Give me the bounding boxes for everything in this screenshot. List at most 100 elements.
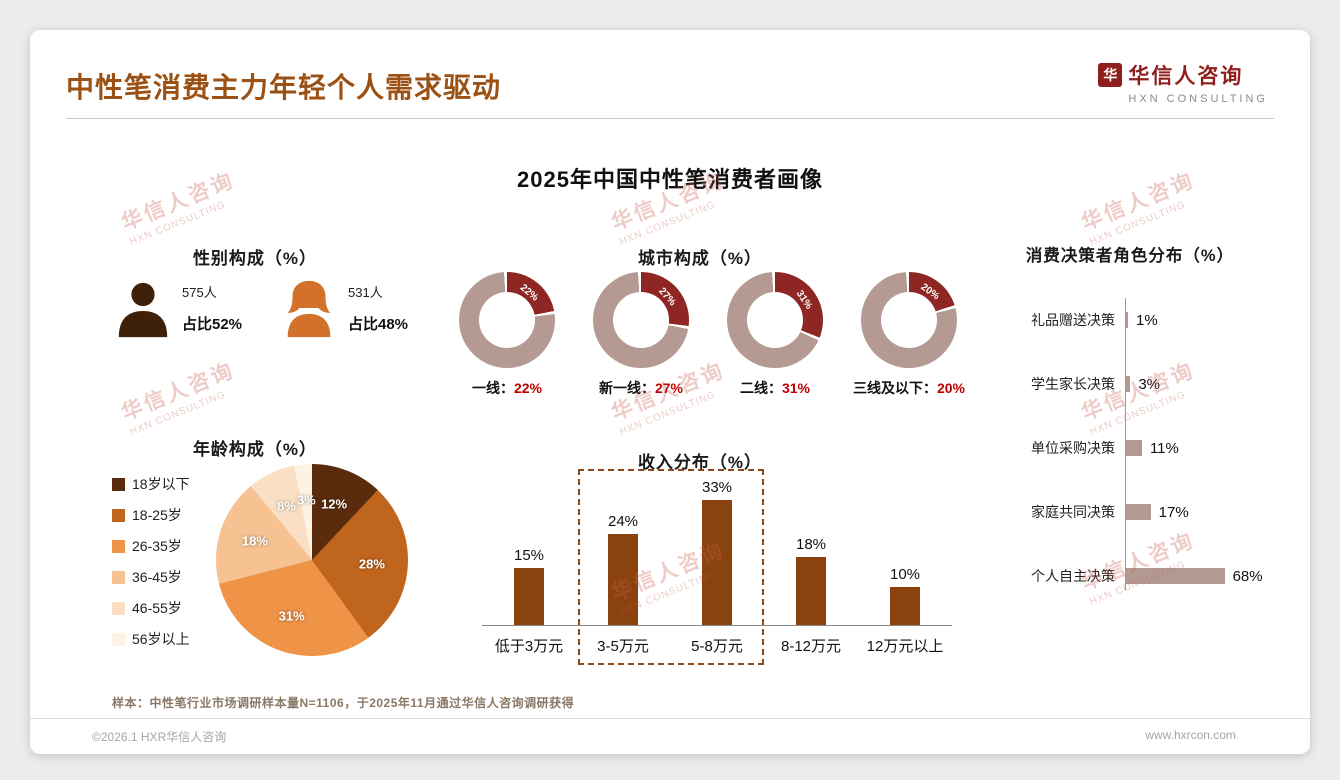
income-bar-group: 33%: [670, 479, 764, 625]
city-donut: 27%: [593, 272, 689, 368]
decision-row: 单位采购决策 11%: [965, 436, 1295, 460]
income-value: 18%: [795, 535, 827, 553]
decision-label: 学生家长决策: [1031, 376, 1115, 392]
income-bar-group: 18%: [764, 536, 858, 625]
donut-hole: [613, 292, 669, 348]
decision-label: 家庭共同决策: [1031, 504, 1115, 520]
logo-text: 华信人咨询: [1128, 65, 1244, 88]
decision-bar: [1126, 312, 1128, 328]
decision-value: 1%: [1136, 311, 1158, 329]
city-donut-label: 三线及以下：20%: [852, 380, 966, 396]
income-bar-group: 15%: [482, 547, 576, 625]
infographic-title: 2025年中国中性笔消费者画像: [517, 167, 823, 192]
decision-bar: [1126, 440, 1142, 456]
income-bar-group: 10%: [858, 566, 952, 625]
income-bar: [890, 587, 920, 625]
age-legend: 18岁以下 18-25岁 26-35岁 36-45岁 46-55岁 56岁以上: [112, 474, 190, 660]
income-value: 10%: [889, 566, 921, 583]
city-donut-label: 二线：31%: [739, 380, 811, 396]
city-donut-label: 新一线：27%: [598, 380, 684, 396]
legend-item: 26-35岁: [112, 536, 190, 556]
income-category: 5-8万元: [691, 638, 743, 655]
decision-chart: 礼品赠送决策 1% 学生家长决策 3% 单位采购决策 11% 家庭共同决策 17…: [965, 298, 1295, 590]
age-legend-swatch: [112, 601, 125, 615]
city-donut-block: 27% 新一线：27%: [574, 272, 708, 398]
decision-bar: [1126, 376, 1131, 392]
legend-item: 46-55岁: [112, 598, 190, 618]
decision-heading: 消费决策者角色分布（%）: [1025, 247, 1235, 265]
decision-label: 单位采购决策: [1031, 440, 1115, 456]
income-value: 24%: [607, 512, 639, 530]
income-bar-group: 24%: [576, 513, 670, 625]
page-title: 中性笔消费主力年轻个人需求驱动: [66, 72, 502, 103]
decision-bar: [1126, 504, 1151, 520]
age-legend-swatch: [112, 508, 125, 522]
legend-item: 18-25岁: [112, 505, 190, 525]
pie-slice-label: 18%: [241, 533, 268, 549]
city-donut: 31%: [727, 272, 823, 368]
income-category: 低于3万元: [494, 638, 564, 655]
logo-subtitle: HXN CONSULTING: [1128, 93, 1268, 105]
income-category: 12万元以上: [866, 638, 944, 655]
income-bar: [514, 568, 544, 625]
decision-bar: [1126, 568, 1225, 584]
female-count: 531人: [348, 285, 383, 300]
age-legend-swatch: [112, 477, 125, 491]
age-heading: 年龄构成（%）: [192, 440, 318, 459]
decision-value: 3%: [1138, 375, 1161, 393]
male-share: 占比52%: [182, 316, 243, 333]
decision-value: 68%: [1232, 567, 1263, 585]
income-chart: 15% 24% 33% 18% 10% 低于3万元 3-5万元: [482, 469, 952, 665]
city-heading: 城市构成（%）: [637, 249, 763, 268]
website-url: www.hxrcon.com: [1145, 728, 1236, 742]
female-share: 占比48%: [348, 316, 409, 333]
donut-hole: [479, 292, 535, 348]
city-donut-block: 22% 一线：22%: [440, 272, 574, 398]
decision-value: 17%: [1158, 503, 1189, 521]
decision-row: 家庭共同决策 17%: [965, 500, 1295, 524]
age-legend-swatch: [112, 570, 125, 584]
decision-axis-line: [1125, 298, 1126, 590]
gender-heading: 性别构成（%）: [192, 249, 318, 268]
income-category: 8-12万元: [780, 638, 842, 655]
legend-item: 36-45岁: [112, 567, 190, 587]
income-bars: 15% 24% 33% 18% 10%: [482, 477, 952, 625]
income-value: 15%: [513, 547, 545, 564]
female-icon: [278, 278, 340, 340]
decision-row: 礼品赠送决策 1%: [965, 308, 1295, 332]
copyright: ©2026.1 HXR华信人咨询: [92, 730, 227, 744]
footer-divider: [30, 718, 1310, 719]
age-pie: 12% 28% 31% 18% 8% 3%: [216, 464, 408, 656]
city-donut-block: 31% 二线：31%: [708, 272, 842, 398]
legend-item: 18岁以下: [112, 474, 190, 494]
male-count: 575人: [182, 285, 217, 300]
legend-item: 56岁以上: [112, 629, 190, 649]
decision-label: 个人自主决策: [1031, 568, 1115, 584]
pie-slice-label: 12%: [321, 496, 348, 512]
decision-row: 学生家长决策 3%: [965, 372, 1295, 396]
male-stats: 575人 占比52%: [182, 282, 242, 334]
income-bar: [796, 556, 826, 625]
pie-slice-label: 28%: [358, 556, 385, 572]
income-bar: [608, 533, 638, 625]
donut-hole: [747, 292, 803, 348]
decision-label: 礼品赠送决策: [1031, 312, 1115, 328]
city-donut: 22%: [459, 272, 555, 368]
income-value: 33%: [701, 478, 733, 496]
sample-note: 样本：中性笔行业市场调研样本量N=1106，于2025年11月通过华信人咨询调研…: [112, 696, 575, 710]
header-divider: [66, 118, 1274, 119]
income-category: 3-5万元: [597, 638, 649, 655]
logo-icon: 华: [1098, 63, 1123, 87]
male-icon: [112, 278, 174, 340]
pie-slice-label: 8%: [277, 498, 296, 514]
income-axis-labels: 低于3万元 3-5万元 5-8万元 8-12万元 12万元以上: [482, 625, 952, 656]
female-stats: 531人 占比48%: [348, 282, 408, 334]
donut-hole: [881, 292, 937, 348]
city-donut-label: 一线：22%: [471, 380, 543, 396]
age-legend-swatch: [112, 632, 125, 646]
city-donut-block: 20% 三线及以下：20%: [842, 272, 976, 398]
decision-value: 11%: [1149, 439, 1179, 457]
company-logo: 华 华信人咨询 HXN CONSULTING: [1098, 60, 1268, 105]
age-legend-swatch: [112, 539, 125, 553]
pie-slice-label: 31%: [278, 608, 305, 624]
